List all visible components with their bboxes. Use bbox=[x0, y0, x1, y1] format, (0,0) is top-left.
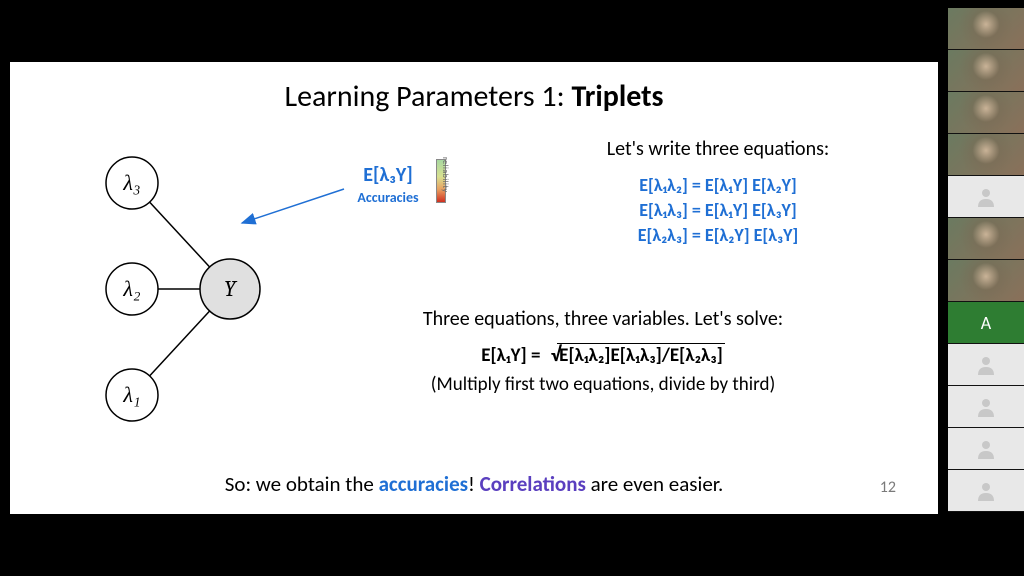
participant-tile[interactable] bbox=[948, 260, 1024, 302]
solution-equation: E[λ₁Y] = E[λ₁λ₂]E[λ₁λ₃]/E[λ₂λ₃] bbox=[278, 341, 928, 367]
solution-intro: Three equations, three variables. Let's … bbox=[278, 307, 928, 331]
letterbox-top bbox=[0, 0, 1024, 62]
equation-2: E[λ₁λ₃] = E[λ₁Y] E[λ₃Y] bbox=[498, 198, 938, 223]
participant-tile[interactable] bbox=[948, 8, 1024, 50]
meeting-stage: Learning Parameters 1: Triplets λ₃λ₂λ₁Y … bbox=[0, 62, 1024, 514]
equations-block: Let's write three equations: E[λ₁λ₂] = E… bbox=[498, 137, 938, 263]
participant-tile[interactable] bbox=[948, 218, 1024, 260]
solution-block: Three equations, three variables. Let's … bbox=[278, 307, 928, 396]
conclusion-accuracies: accuracies bbox=[379, 471, 468, 497]
slide: Learning Parameters 1: Triplets λ₃λ₂λ₁Y … bbox=[10, 62, 938, 514]
reliability-colorbar: reliability bbox=[436, 159, 456, 215]
participant-tile[interactable] bbox=[948, 386, 1024, 428]
arrow-expectation: E[λ₃Y] bbox=[288, 163, 488, 187]
solution-lhs: E[λ₁Y] = bbox=[481, 344, 545, 367]
solution-note: (Multiply first two equations, divide by… bbox=[278, 373, 928, 396]
colorbar-label: reliability bbox=[440, 157, 450, 193]
title-bold: Triplets bbox=[571, 78, 663, 115]
solution-rhs: E[λ₁λ₂]E[λ₁λ₃]/E[λ₂λ₃] bbox=[557, 343, 725, 367]
participant-panel: A bbox=[948, 8, 1024, 512]
equations-intro: Let's write three equations: bbox=[498, 137, 938, 161]
shared-screen[interactable]: Learning Parameters 1: Triplets λ₃λ₂λ₁Y … bbox=[0, 62, 948, 523]
conclusion-pre: So: we obtain the bbox=[225, 471, 379, 497]
conclusion-post: are even easier. bbox=[586, 471, 723, 497]
participant-tile[interactable] bbox=[948, 344, 1024, 386]
conclusion-correlations: Correlations bbox=[480, 471, 586, 497]
title-prefix: Learning Parameters 1: bbox=[284, 78, 571, 115]
letterbox-bottom bbox=[0, 514, 1024, 576]
participant-tile[interactable] bbox=[948, 92, 1024, 134]
participant-tile[interactable] bbox=[948, 50, 1024, 92]
equation-3: E[λ₂λ₃] = E[λ₂Y] E[λ₃Y] bbox=[498, 223, 938, 248]
equation-1: E[λ₁λ₂] = E[λ₁Y] E[λ₂Y] bbox=[498, 173, 938, 198]
sqrt-icon: E[λ₁λ₂]E[λ₁λ₃]/E[λ₂λ₃] bbox=[545, 341, 725, 367]
conclusion-mid: ! bbox=[468, 471, 480, 497]
conclusion-line: So: we obtain the accuracies! Correlatio… bbox=[38, 471, 910, 497]
participant-tile[interactable] bbox=[948, 134, 1024, 176]
arrow-accuracies-label: Accuracies bbox=[288, 189, 488, 206]
participant-tile[interactable]: A bbox=[948, 302, 1024, 344]
arrow-label: E[λ₃Y] Accuracies bbox=[288, 163, 488, 206]
page-number: 12 bbox=[880, 478, 896, 497]
slide-title: Learning Parameters 1: Triplets bbox=[38, 78, 910, 115]
equations-list: E[λ₁λ₂] = E[λ₁Y] E[λ₂Y] E[λ₁λ₃] = E[λ₁Y]… bbox=[498, 173, 938, 249]
participant-tile[interactable] bbox=[948, 176, 1024, 218]
svg-text:λ₁: λ₁ bbox=[122, 382, 140, 408]
participant-tile[interactable] bbox=[948, 428, 1024, 470]
slide-content: λ₃λ₂λ₁Y E[λ₃Y] Accuracies reliability Le… bbox=[38, 123, 910, 503]
participant-tile[interactable] bbox=[948, 470, 1024, 512]
